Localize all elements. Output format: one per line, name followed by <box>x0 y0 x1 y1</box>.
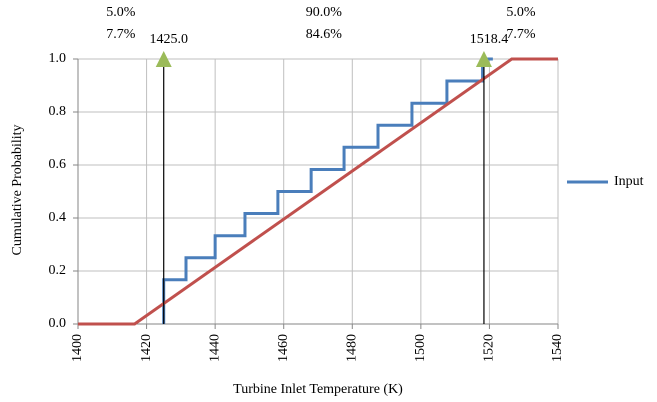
y-axis-title: Cumulative Probability <box>10 124 25 255</box>
y-tick-label: 0.0 <box>49 316 67 331</box>
marker-label: 1518.4 <box>470 32 509 47</box>
y-tick-label: 0.6 <box>49 157 67 172</box>
marker-triangle <box>155 51 172 67</box>
x-tick-label: 1460 <box>276 334 291 362</box>
series-line <box>162 57 493 324</box>
series-line <box>78 57 558 326</box>
region-percent: 90.0% <box>306 5 343 20</box>
region-percent: 84.6% <box>306 27 343 42</box>
x-tick-label: 1540 <box>550 334 565 362</box>
x-tick-label: 1520 <box>482 334 497 362</box>
x-tick-label: 1480 <box>345 334 360 362</box>
x-tick-label: 1420 <box>139 334 154 362</box>
region-percent: 5.0% <box>506 5 536 20</box>
y-tick-label: 0.2 <box>49 263 67 278</box>
x-tick-label: 1400 <box>70 334 85 362</box>
marker-label: 1425.0 <box>149 32 188 47</box>
x-tick-label: 1500 <box>413 334 428 362</box>
y-tick-label: 0.4 <box>49 210 67 225</box>
marker-triangle <box>475 51 492 67</box>
region-percent: 7.7% <box>106 27 136 42</box>
region-percent: 7.7% <box>506 27 536 42</box>
x-axis-title: Turbine Inlet Temperature (K) <box>233 382 403 397</box>
legend-label: Input <box>614 174 644 189</box>
y-tick-label: 0.8 <box>49 104 67 119</box>
x-tick-label: 1440 <box>207 334 222 362</box>
region-percent: 5.0% <box>106 5 136 20</box>
y-tick-label: 1.0 <box>49 51 67 66</box>
